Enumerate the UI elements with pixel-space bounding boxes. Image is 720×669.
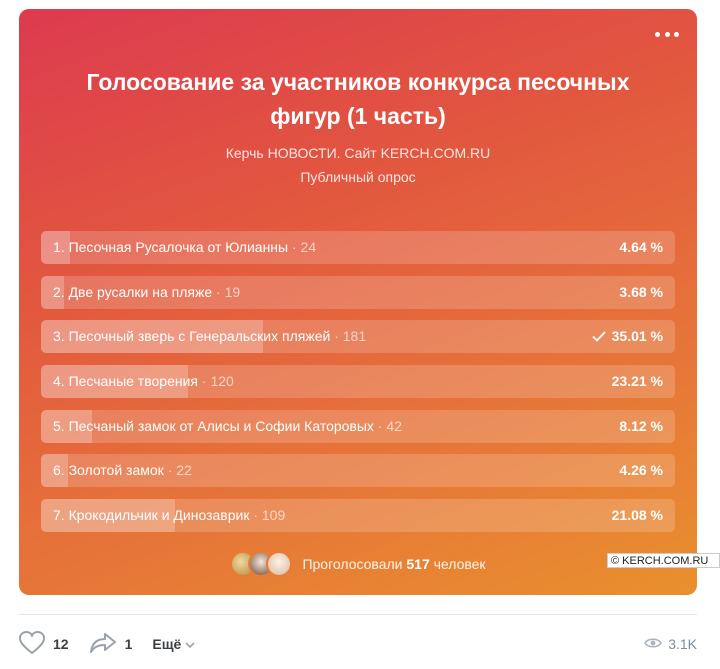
voters-text: Проголосовали 517 человек [302, 556, 486, 572]
option-percent: 35.01 % [611, 328, 663, 345]
poll-author[interactable]: Керчь НОВОСТИ. Сайт KERCH.COM.RU [225, 145, 491, 161]
option-percent: 23.21 % [611, 373, 663, 390]
poll-option[interactable]: 6. Золотой замок · 22 4.26 % [41, 454, 675, 488]
option-fill-bar [41, 231, 71, 264]
post-footer: 12 1 Ещё 3.1K [18, 628, 697, 660]
option-label: 1. Песочная Русалочка от Юлианны [53, 239, 289, 255]
voters-summary[interactable]: Проголосовали 517 человек [19, 549, 697, 579]
voters-count: 517 [406, 556, 430, 572]
option-percent: 4.26 % [619, 462, 663, 479]
option-label: 5. Песчаный замок от Алисы и Софии Катор… [53, 417, 374, 434]
heart-icon [18, 630, 53, 658]
share-button[interactable]: 1 [89, 632, 133, 657]
share-count: 1 [124, 636, 133, 652]
poll-options: 1. Песочная Русалочка от Юлианны · 24 4.… [41, 231, 675, 544]
more-actions-button[interactable]: Ещё [152, 636, 195, 652]
like-button[interactable]: 12 [18, 630, 69, 658]
views-count: 3.1K [668, 636, 697, 652]
poll-option[interactable]: 7. Крокодильчик и Динозаврик · 109 21.08… [41, 499, 675, 533]
option-count: · 24 [292, 239, 317, 255]
option-count: · 42 [377, 417, 402, 434]
like-count: 12 [53, 636, 69, 652]
poll-option[interactable]: 4. Песчаные творения · 120 23.21 % [41, 365, 675, 399]
option-fill-bar [41, 365, 189, 399]
option-count: · 109 [253, 507, 286, 524]
option-count: · 19 [216, 283, 241, 300]
option-percent: 4.64 % [619, 239, 663, 255]
poll-title: Голосование за участников конкурса песоч… [86, 69, 630, 129]
share-arrow-icon [89, 632, 125, 657]
watermark: © KERCH.COM.RU [607, 553, 720, 568]
option-label: 3. Песочный зверь с Генеральских пляжей [53, 328, 331, 345]
option-fill-bar [41, 454, 68, 488]
option-label: 6. Золотой замок [53, 462, 164, 479]
avatar[interactable] [266, 551, 293, 577]
poll-card: Голосование за участников конкурса песоч… [19, 9, 697, 595]
option-count: · 181 [334, 328, 367, 345]
option-label: 4. Песчаные творения [53, 373, 198, 390]
option-percent: 3.68 % [619, 283, 663, 300]
eye-icon [644, 636, 668, 652]
option-label: 7. Крокодильчик и Динозаврик [53, 507, 250, 524]
option-label: 2. Две русалки на пляже [53, 283, 213, 300]
divider [19, 614, 697, 615]
option-percent: 8.12 % [619, 417, 663, 434]
option-count: · 120 [201, 373, 234, 390]
poll-option[interactable]: 2. Две русалки на пляже · 19 3.68 % [41, 275, 675, 309]
poll-option[interactable]: 1. Песочная Русалочка от Юлианны · 24 4.… [41, 231, 675, 264]
check-icon [591, 331, 606, 343]
option-fill-bar [41, 499, 175, 533]
option-percent: 21.08 % [611, 507, 663, 524]
poll-option[interactable]: 3. Песочный зверь с Генеральских пляжей … [41, 320, 675, 354]
option-fill-bar [41, 409, 93, 443]
poll-type: Публичный опрос [300, 169, 416, 185]
more-dots-icon[interactable] [655, 29, 679, 39]
chevron-down-icon [185, 636, 195, 652]
option-fill-bar [41, 320, 263, 354]
voter-avatars[interactable] [230, 551, 293, 577]
views-counter: 3.1K [644, 636, 697, 652]
option-fill-bar [41, 275, 65, 309]
poll-option[interactable]: 5. Песчаный замок от Алисы и Софии Катор… [41, 409, 675, 443]
option-count: · 22 [167, 462, 192, 479]
